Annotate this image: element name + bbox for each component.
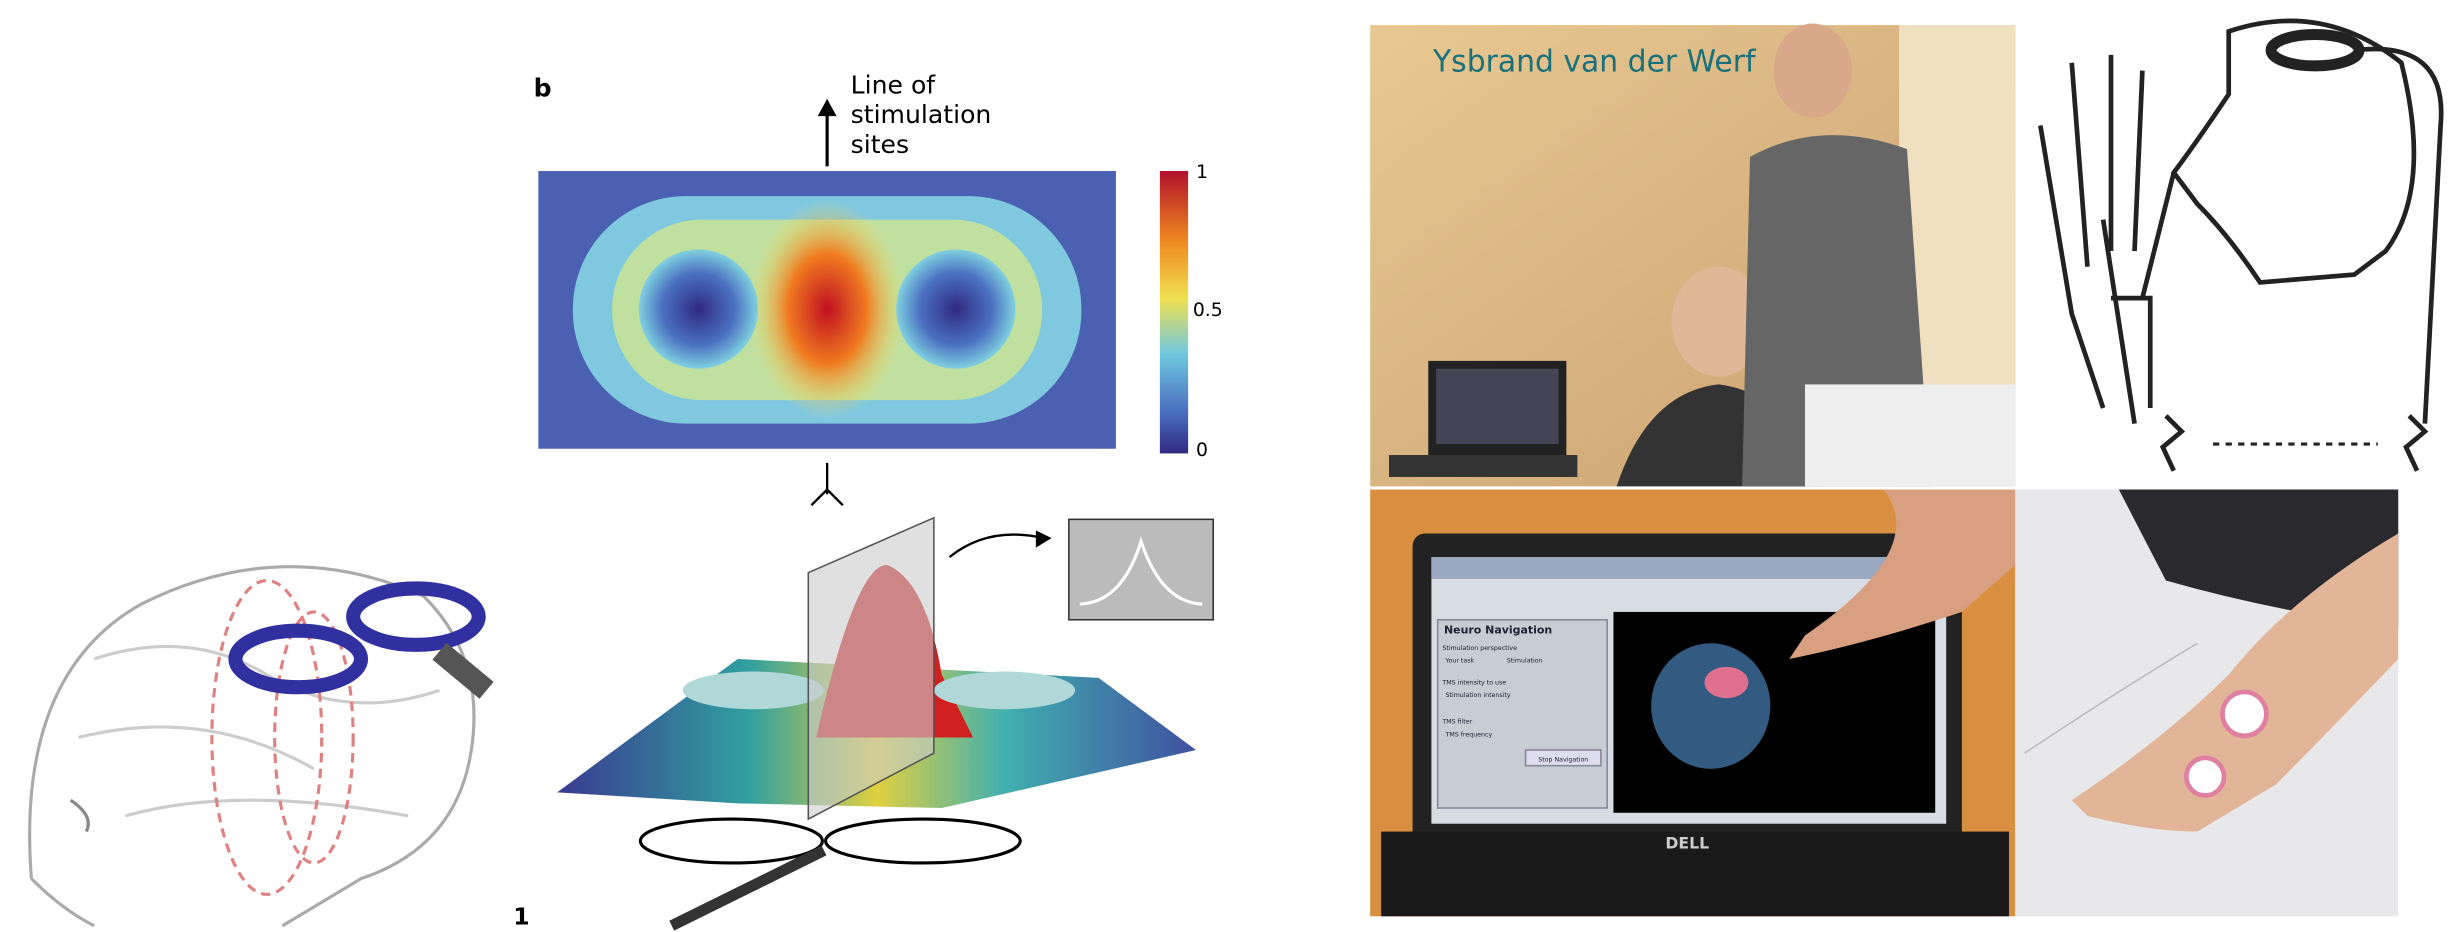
app-button: Stop Navigation [1538,756,1588,763]
app-field: TMS filter [1441,719,1472,726]
colorbar-tick: 0.5 [1193,300,1223,321]
colorbar-tick: 1 [1196,162,1208,183]
annotation: Line of [851,70,937,99]
panel-label: b [534,73,552,102]
axis-mark [811,463,842,505]
app-field: Stimulation [1507,658,1543,665]
page: {"panel_b": {"label": "b", "annotation":… [0,0,2461,932]
app-title: Neuro Navigation [1444,624,1552,637]
surface-plot [557,518,1213,926]
photo-lab [1370,24,2015,487]
laptop-brand: DELL [1665,834,1709,853]
app-field: TMS frequency [1445,731,1493,738]
annotation: stimulation [851,100,992,129]
arrow-head [818,99,837,116]
field-map [538,171,1116,449]
colorbar-tick: 0 [1196,440,1208,461]
photo-caption: Ysbrand van der Werf [1432,44,1757,79]
app-field: Stimulation intensity [1446,692,1511,699]
annotation: sites [851,130,909,159]
brain-sketch [30,567,487,926]
app-field: Stimulation perspective [1442,645,1517,652]
photo-hand [2015,490,2398,917]
colorbar [1160,171,1188,453]
app-field: Your task [1445,658,1475,665]
panel-number: 1 [513,902,529,930]
app-field: TMS intensity to use [1441,680,1506,687]
collage: b Line of stimulation sites 1 0.5 0 1 [0,0,2461,932]
hand-head-drawing [2040,21,2441,471]
